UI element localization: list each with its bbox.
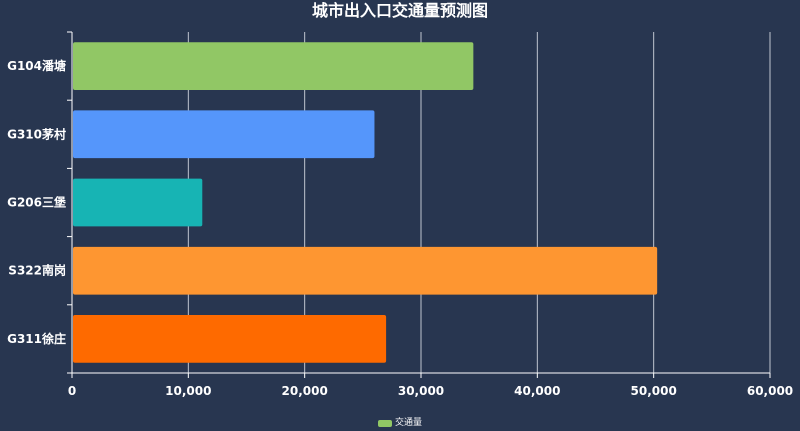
legend[interactable]: 交通量 — [0, 417, 800, 430]
x-tick-label-6: 60,000 — [747, 384, 793, 398]
category-label-1: G310茅村 — [7, 126, 66, 141]
x-tick-label-3: 30,000 — [398, 384, 444, 398]
legend-label: 交通量 — [394, 418, 422, 428]
x-tick-label-4: 40,000 — [514, 384, 560, 398]
legend-swatch — [377, 419, 392, 427]
category-label-3: S322南岗 — [8, 263, 66, 278]
bar-0[interactable] — [73, 42, 474, 90]
x-tick-label-1: 10,000 — [165, 384, 211, 398]
category-label-4: G311徐庄 — [7, 331, 66, 346]
category-label-0: G104潘塘 — [7, 58, 66, 73]
x-tick-label-0: 0 — [68, 384, 76, 398]
bar-1[interactable] — [73, 110, 375, 159]
bar-4[interactable] — [73, 315, 387, 363]
x-tick-label-5: 50,000 — [631, 384, 677, 398]
chart-title: 城市出入口交通量预测图 — [311, 1, 488, 20]
x-tick-label-2: 20,000 — [282, 384, 328, 398]
bar-3[interactable] — [73, 246, 658, 295]
category-label-2: G206三堡 — [7, 195, 66, 210]
bar-2[interactable] — [73, 178, 203, 227]
